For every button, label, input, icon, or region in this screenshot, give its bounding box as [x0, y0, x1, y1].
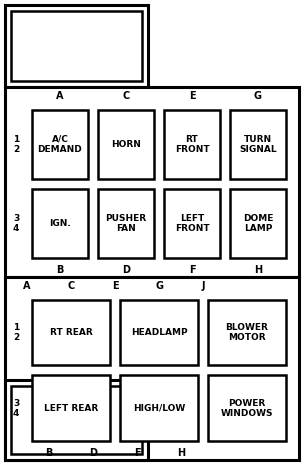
- Bar: [230, 189, 286, 258]
- Text: E: E: [112, 281, 118, 291]
- Text: B: B: [56, 265, 64, 275]
- Bar: [208, 300, 286, 365]
- Bar: [98, 110, 154, 179]
- Bar: [32, 376, 110, 441]
- Text: G: G: [254, 91, 262, 101]
- Text: DOME
LAMP: DOME LAMP: [243, 214, 273, 233]
- Bar: [11, 11, 142, 81]
- Text: H: H: [177, 448, 185, 458]
- Text: F: F: [189, 265, 195, 275]
- Bar: [120, 376, 198, 441]
- Text: 1
2: 1 2: [13, 135, 19, 154]
- Text: J: J: [201, 281, 205, 291]
- Bar: [5, 87, 299, 277]
- Text: HORN: HORN: [111, 140, 141, 149]
- Text: PUSHER
FAN: PUSHER FAN: [105, 214, 147, 233]
- Text: 1
2: 1 2: [13, 323, 19, 342]
- Text: BLOWER
MOTOR: BLOWER MOTOR: [226, 323, 268, 342]
- Text: TURN
SIGNAL: TURN SIGNAL: [239, 135, 277, 154]
- Text: H: H: [254, 265, 262, 275]
- Bar: [164, 189, 220, 258]
- Text: C: C: [123, 91, 130, 101]
- Text: POWER
WINDOWS: POWER WINDOWS: [221, 399, 273, 418]
- Bar: [230, 110, 286, 179]
- Bar: [98, 189, 154, 258]
- Text: A: A: [23, 281, 31, 291]
- Text: F: F: [134, 448, 140, 458]
- Text: C: C: [67, 281, 74, 291]
- Text: B: B: [45, 448, 53, 458]
- Text: A/C
DEMAND: A/C DEMAND: [38, 135, 82, 154]
- Text: G: G: [155, 281, 163, 291]
- Bar: [120, 300, 198, 365]
- Bar: [5, 380, 148, 460]
- Text: E: E: [189, 91, 195, 101]
- Text: A: A: [56, 91, 64, 101]
- Bar: [32, 300, 110, 365]
- Bar: [32, 189, 88, 258]
- Text: HEADLAMP: HEADLAMP: [131, 328, 187, 337]
- Text: D: D: [122, 265, 130, 275]
- Bar: [32, 110, 88, 179]
- Text: RT REAR: RT REAR: [50, 328, 92, 337]
- Bar: [5, 5, 148, 87]
- Text: RT
FRONT: RT FRONT: [175, 135, 209, 154]
- Bar: [164, 110, 220, 179]
- Text: HIGH/LOW: HIGH/LOW: [133, 404, 185, 413]
- Text: 3
4: 3 4: [13, 399, 19, 418]
- Text: LEFT REAR: LEFT REAR: [44, 404, 98, 413]
- Text: 3
4: 3 4: [13, 214, 19, 233]
- Text: IGN.: IGN.: [49, 219, 71, 228]
- Bar: [5, 277, 299, 460]
- Text: D: D: [89, 448, 97, 458]
- Bar: [11, 386, 142, 454]
- Bar: [208, 376, 286, 441]
- Text: LEFT
FRONT: LEFT FRONT: [175, 214, 209, 233]
